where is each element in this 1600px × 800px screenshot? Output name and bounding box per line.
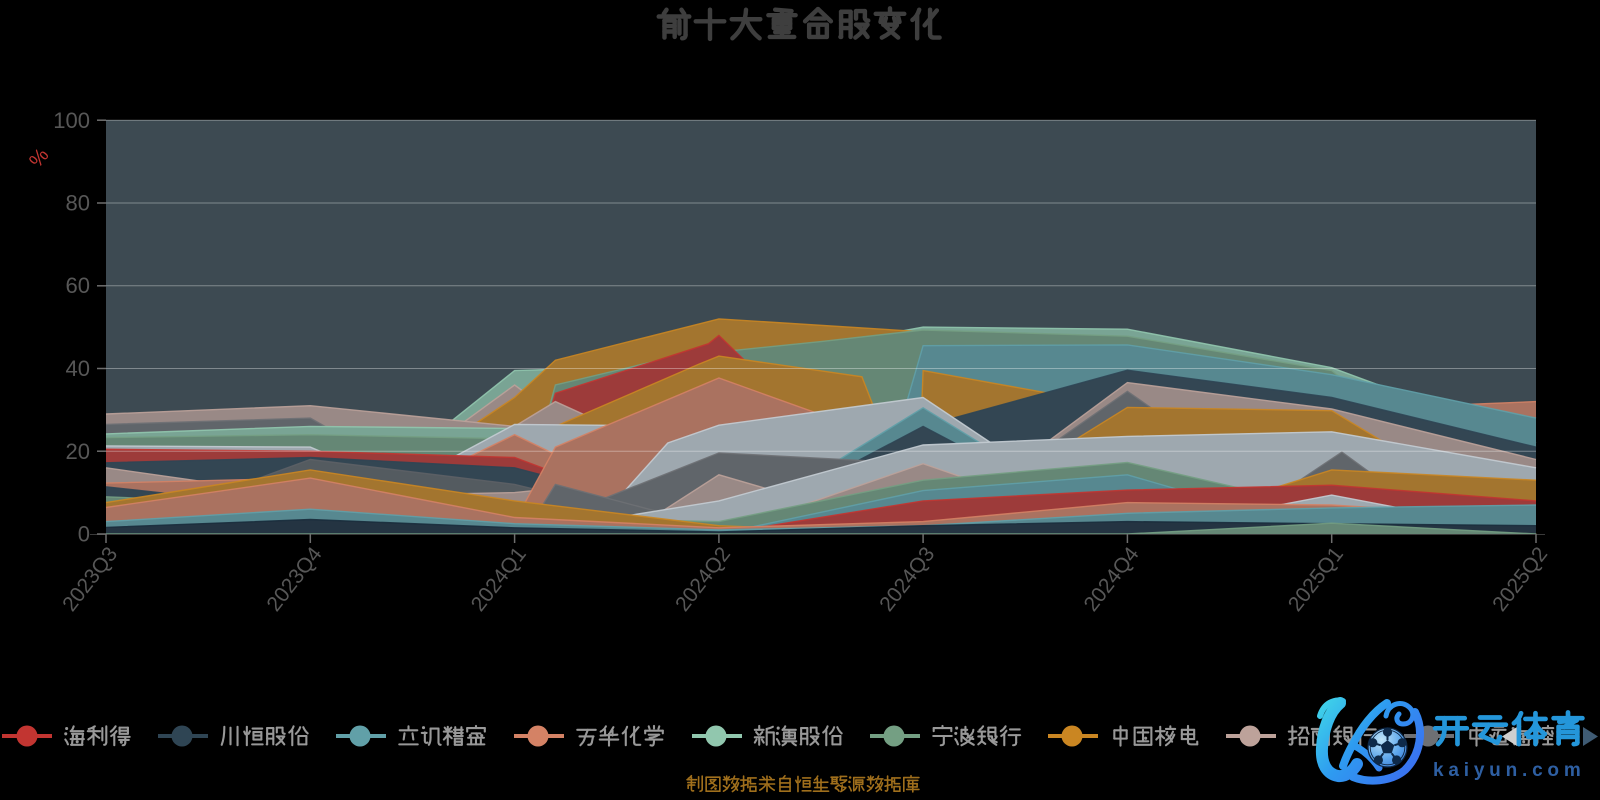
svg-text:40: 40 [66,356,90,381]
svg-text:80: 80 [66,191,90,216]
svg-text:100: 100 [53,108,90,133]
svg-text:2023Q3: 2023Q3 [58,543,122,616]
svg-text:2025Q1: 2025Q1 [1284,543,1348,616]
svg-text:2024Q4: 2024Q4 [1080,543,1144,616]
svg-text:2023Q4: 2023Q4 [262,543,326,616]
svg-text:20: 20 [66,439,90,464]
svg-text:0: 0 [78,522,90,547]
svg-text:2024Q1: 2024Q1 [467,543,531,616]
svg-text:60: 60 [66,273,90,298]
svg-text:2024Q2: 2024Q2 [671,543,735,616]
svg-text:2025Q2: 2025Q2 [1488,543,1552,616]
svg-text:2024Q3: 2024Q3 [875,543,939,616]
svg-text:%: % [25,144,53,172]
svg-text:kaiyun.com: kaiyun.com [1433,760,1586,781]
